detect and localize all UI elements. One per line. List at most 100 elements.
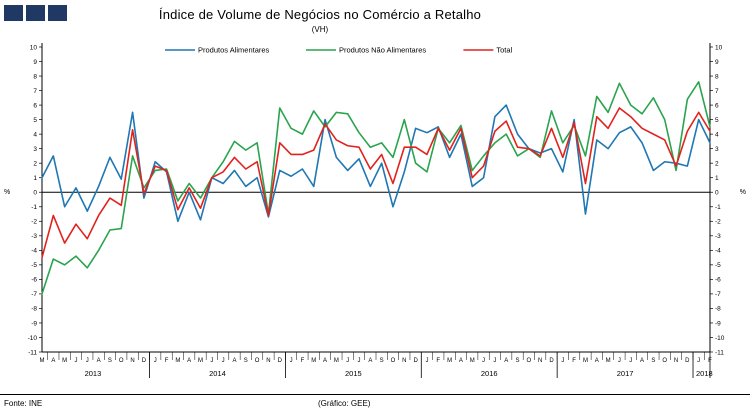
- y-tick-label-left: 10: [30, 44, 38, 51]
- month-label: M: [175, 358, 180, 364]
- y-tick-label-left: -11: [28, 349, 37, 356]
- y-tick-label-left: 5: [33, 117, 37, 124]
- month-label: A: [640, 358, 644, 364]
- month-label: O: [391, 358, 396, 364]
- y-tick-label-left: 9: [33, 59, 37, 66]
- y-tick-label-right: -4: [715, 248, 721, 255]
- y-tick-label-left: 8: [33, 73, 37, 80]
- footer-bar: Fonte: INE (Gráfico: GEE): [0, 394, 750, 417]
- y-tick-label-left: -6: [31, 277, 37, 284]
- month-label: O: [255, 358, 260, 364]
- y-tick-label-left: 1: [33, 175, 37, 182]
- line-chart: -11 -11-10 -10-9 -9-8 -8-7 -7-6 -6-5 -5-4 -4-3 -3…: [4, 43, 746, 378]
- month-label: N: [538, 358, 542, 364]
- month-label: F: [301, 358, 305, 364]
- month-label: D: [413, 358, 418, 364]
- y-tick-label-right: -3: [715, 233, 721, 240]
- year-label: 2015: [345, 369, 362, 378]
- gee-logo: [4, 5, 67, 21]
- y-tick-label-left: -1: [31, 204, 37, 211]
- y-axis-title-left: %: [4, 189, 10, 196]
- month-label: O: [527, 358, 532, 364]
- y-tick-label-right: 2: [715, 160, 719, 167]
- series-line: [41, 104, 711, 223]
- y-tick-label-left: -7: [31, 291, 37, 298]
- y-tick-label-left: -4: [31, 248, 37, 255]
- y-tick-label-right: 4: [715, 131, 719, 138]
- month-label: A: [504, 358, 508, 364]
- logo-square-1: [4, 5, 23, 21]
- y-tick-label-left: 3: [33, 146, 37, 153]
- y-tick-label-right: -8: [715, 306, 721, 313]
- credit-note: (Gráfico: GEE): [318, 399, 371, 408]
- y-tick-label-right: 10: [715, 44, 723, 51]
- y-tick-label-right: -11: [715, 349, 724, 356]
- month-label: J: [290, 358, 293, 364]
- month-label: J: [222, 358, 225, 364]
- year-label: 2013: [85, 369, 102, 378]
- y-tick-label-right: -5: [715, 262, 721, 269]
- y-tick-label-right: 7: [715, 88, 719, 95]
- y-tick-label-left: 6: [33, 102, 37, 109]
- y-tick-label-left: 7: [33, 88, 37, 95]
- y-tick-label-right: 1: [715, 175, 719, 182]
- legend-label: Produtos Não Alimentares: [339, 46, 426, 55]
- month-label: D: [278, 358, 283, 364]
- month-label: A: [51, 358, 55, 364]
- legend-label: Produtos Alimentares: [198, 46, 270, 55]
- y-tick-label-left: 0: [33, 190, 37, 197]
- month-label: O: [662, 358, 667, 364]
- month-label: N: [402, 358, 406, 364]
- y-tick-label-right: 3: [715, 146, 719, 153]
- y-tick-label-left: -10: [28, 335, 38, 342]
- y-tick-label-right: 5: [715, 117, 719, 124]
- y-tick-label-right: 9: [715, 59, 719, 66]
- month-label: S: [380, 358, 384, 364]
- month-label: J: [561, 358, 564, 364]
- month-label: F: [165, 358, 169, 364]
- y-axis-title-right: %: [740, 189, 746, 196]
- y-tick-label-left: -3: [31, 233, 37, 240]
- source-note: Fonte: INE: [4, 399, 43, 408]
- month-label: A: [232, 358, 236, 364]
- month-label: A: [97, 358, 101, 364]
- y-tick-label-left: 4: [33, 131, 37, 138]
- month-label: J: [358, 358, 361, 364]
- month-label: A: [323, 358, 327, 364]
- month-label: M: [334, 358, 339, 364]
- month-label: A: [595, 358, 599, 364]
- y-tick-label-right: 0: [715, 190, 719, 197]
- month-label: N: [130, 358, 134, 364]
- month-label: J: [425, 358, 428, 364]
- y-tick-label-left: -2: [31, 219, 37, 226]
- month-label: M: [470, 358, 475, 364]
- month-label: J: [74, 358, 77, 364]
- month-label: M: [447, 358, 452, 364]
- month-label: J: [629, 358, 632, 364]
- y-tick-label-left: -5: [31, 262, 37, 269]
- logo-square-3: [48, 5, 67, 21]
- y-tick-label-right: -10: [715, 335, 725, 342]
- month-label: A: [368, 358, 372, 364]
- month-label: N: [674, 358, 678, 364]
- y-tick-label-left: -8: [31, 306, 37, 313]
- y-tick-label-right: -9: [715, 320, 721, 327]
- chart-subtitle: (VH): [311, 25, 329, 34]
- month-label: A: [459, 358, 463, 364]
- month-label: D: [142, 358, 147, 364]
- month-label: F: [436, 358, 440, 364]
- month-label: D: [549, 358, 554, 364]
- month-label: M: [62, 358, 67, 364]
- month-label: J: [618, 358, 621, 364]
- month-label: M: [606, 358, 611, 364]
- month-label: F: [572, 358, 576, 364]
- month-label: J: [482, 358, 485, 364]
- legend-label: Total: [496, 46, 512, 55]
- month-label: M: [198, 358, 203, 364]
- month-label: S: [651, 358, 655, 364]
- month-label: J: [493, 358, 496, 364]
- series-line: [41, 81, 711, 295]
- month-label: J: [346, 358, 349, 364]
- year-label: 2018: [696, 369, 713, 378]
